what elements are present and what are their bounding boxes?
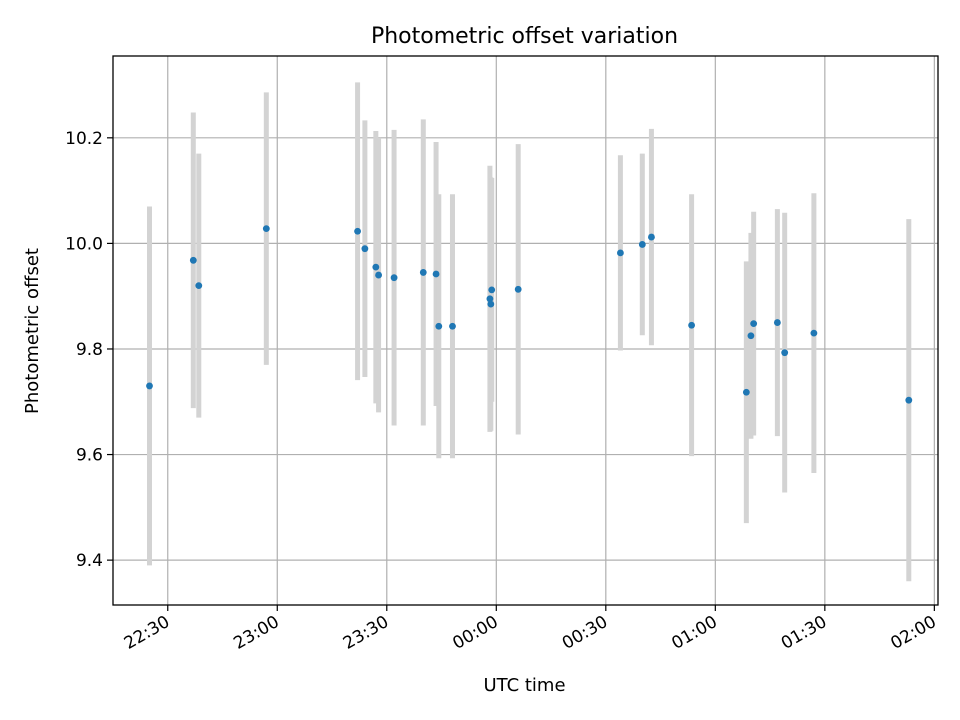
data-point: [487, 300, 495, 308]
data-point: [372, 263, 380, 271]
data-point: [488, 286, 496, 294]
data-point: [742, 388, 750, 396]
y-tick-label: 10.2: [65, 129, 103, 149]
data-point: [189, 256, 197, 264]
data-point: [781, 349, 789, 357]
plot-frame: [112, 55, 939, 606]
data-point: [432, 270, 440, 278]
data-point: [435, 322, 443, 330]
data-points: [146, 225, 913, 404]
y-ticks: 9.4 9.6 9.8 10.0 10.2: [65, 129, 113, 571]
data-point: [361, 245, 369, 253]
grid-lines: [113, 56, 938, 605]
data-point: [638, 241, 646, 248]
data-point: [648, 233, 655, 241]
data-point: [750, 320, 758, 328]
data-point: [195, 282, 203, 290]
y-tick-label: 9.6: [76, 446, 103, 466]
data-point: [747, 332, 755, 340]
chart-title: Photometric offset variation: [371, 24, 678, 49]
data-point: [773, 319, 781, 326]
data-point: [905, 396, 913, 404]
data-point: [514, 285, 522, 293]
data-point: [375, 271, 382, 279]
data-point: [146, 382, 153, 390]
data-point: [617, 249, 624, 257]
data-point: [486, 295, 494, 303]
y-tick-label: 10.0: [65, 234, 103, 254]
y-tick-label: 9.4: [76, 551, 103, 571]
data-point: [262, 225, 270, 233]
data-point: [688, 321, 695, 329]
y-tick-label: 9.8: [76, 340, 103, 360]
data-point: [390, 274, 398, 282]
data-point: [449, 322, 456, 330]
data-point: [354, 227, 361, 235]
y-axis-label: Photometric offset: [22, 248, 43, 414]
data-point: [419, 269, 427, 276]
x-axis-label: UTC time: [483, 675, 565, 696]
data-point: [810, 329, 818, 337]
